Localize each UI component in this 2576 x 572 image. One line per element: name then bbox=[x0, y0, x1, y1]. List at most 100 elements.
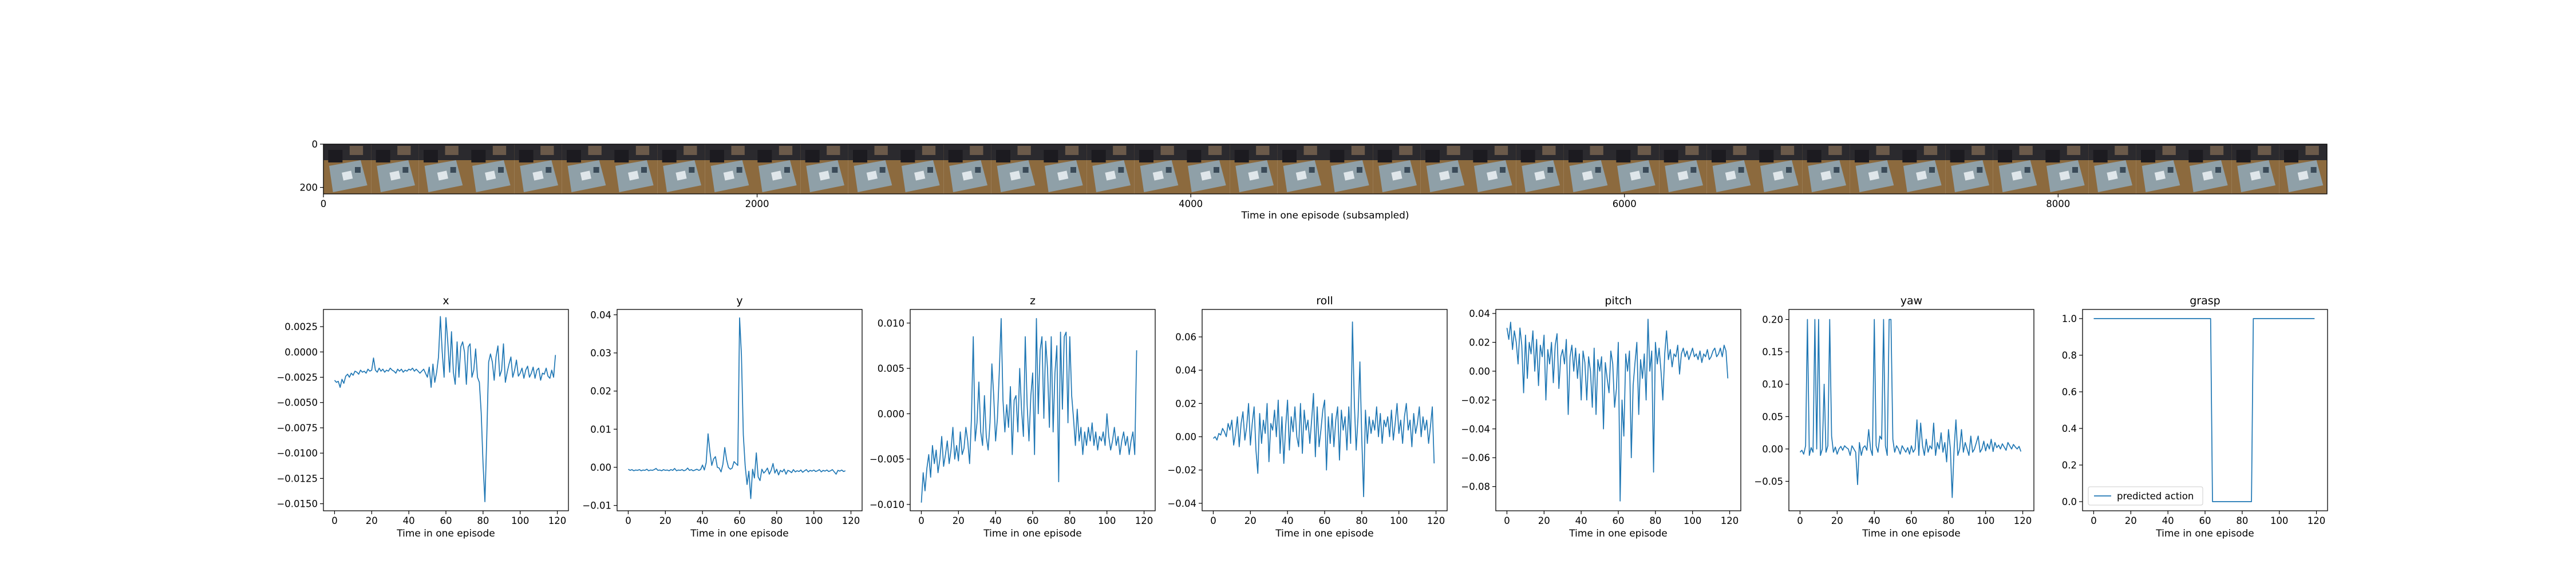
y-tick-label: 0.03 bbox=[590, 348, 611, 359]
y-tick-label: 0.02 bbox=[590, 386, 611, 397]
frame-item bbox=[1391, 170, 1402, 181]
frame-item bbox=[1630, 170, 1641, 181]
frame-object bbox=[1113, 146, 1127, 155]
frame-item bbox=[1534, 170, 1546, 181]
series-line bbox=[2093, 318, 2315, 502]
frame-gripper bbox=[355, 167, 361, 173]
subplot-title: yaw bbox=[1901, 295, 1922, 307]
x-tick-label: 2000 bbox=[745, 198, 769, 209]
image-frame bbox=[562, 144, 610, 194]
image-frame bbox=[1420, 144, 1468, 194]
frame-gripper bbox=[689, 167, 695, 173]
frame-item bbox=[1200, 170, 1212, 181]
x-tick-label: 80 bbox=[1942, 515, 1954, 526]
frame-shadow bbox=[1377, 150, 1392, 162]
frame-object bbox=[1351, 146, 1365, 155]
frame-item bbox=[485, 170, 496, 181]
x-tick-label: 100 bbox=[1390, 515, 1408, 526]
frame-item bbox=[1152, 170, 1164, 181]
image-frame bbox=[1373, 144, 1421, 194]
frame-object bbox=[2162, 146, 2176, 155]
y-tick-label: −0.005 bbox=[870, 454, 904, 465]
x-axis-label: Time in one episode bbox=[396, 528, 495, 539]
image-frame bbox=[848, 144, 896, 194]
frame-object bbox=[2210, 146, 2224, 155]
image-frame bbox=[705, 144, 753, 194]
y-tick-label: −0.08 bbox=[1461, 482, 1490, 492]
y-tick-label: −0.05 bbox=[1754, 476, 1783, 487]
frame-item bbox=[1487, 170, 1498, 181]
frame-object bbox=[397, 146, 411, 155]
subplot-title: y bbox=[736, 295, 742, 307]
image-frame bbox=[1468, 144, 1516, 194]
image-frame bbox=[1659, 144, 1707, 194]
y-tick-label: 0.10 bbox=[1762, 379, 1783, 390]
frame-shadow bbox=[757, 150, 772, 162]
image-frame bbox=[753, 144, 801, 194]
subplot-title: roll bbox=[1316, 295, 1333, 307]
frame-item bbox=[1439, 170, 1450, 181]
image-frame bbox=[2184, 144, 2232, 194]
y-tick-label: −0.0025 bbox=[276, 372, 318, 383]
frame-gripper bbox=[1214, 167, 1219, 173]
frame-object bbox=[922, 146, 936, 155]
frame-shadow bbox=[1759, 150, 1774, 162]
frame-shadow bbox=[948, 150, 963, 162]
frame-gripper bbox=[593, 167, 599, 173]
frame-gripper bbox=[1738, 167, 1744, 173]
frame-gripper bbox=[1643, 167, 1649, 173]
frame-item bbox=[723, 170, 734, 181]
x-tick-label: 120 bbox=[2308, 515, 2326, 526]
x-tick-label: 120 bbox=[2014, 515, 2032, 526]
frame-item bbox=[2059, 170, 2071, 181]
x-tick-label: 8000 bbox=[2046, 198, 2070, 209]
frame-object bbox=[2305, 146, 2319, 155]
frame-object bbox=[683, 146, 697, 155]
frame-gripper bbox=[927, 167, 933, 173]
y-tick-label: 0.00 bbox=[1175, 432, 1196, 443]
x-tick-label: 20 bbox=[659, 515, 671, 526]
frame-gripper bbox=[2072, 167, 2078, 173]
series-line bbox=[1506, 319, 1729, 502]
frame-object bbox=[588, 146, 602, 155]
frame-object bbox=[731, 146, 745, 155]
frame-shadow bbox=[328, 150, 343, 162]
frame-object bbox=[2067, 146, 2081, 155]
subplot-title: grasp bbox=[2190, 295, 2220, 307]
frame-item bbox=[1677, 170, 1689, 181]
y-tick-label: 0.00 bbox=[590, 462, 611, 473]
frame-gripper bbox=[1786, 167, 1792, 173]
x-tick-label: 40 bbox=[990, 515, 1002, 526]
x-tick-label: 100 bbox=[511, 515, 530, 526]
frame-object bbox=[970, 146, 983, 155]
image-frame bbox=[943, 144, 991, 194]
frame-shadow bbox=[1282, 150, 1297, 162]
frame-object bbox=[1399, 146, 1413, 155]
subplot-y: 0 20 40 60 80 100 120 0.04 0.03 0.02 0.01 0.00 −0.01… bbox=[582, 295, 863, 539]
frame-gripper bbox=[832, 167, 838, 173]
frame-gripper bbox=[1309, 167, 1315, 173]
image-frame bbox=[514, 144, 562, 194]
frame-gripper bbox=[2310, 167, 2317, 173]
frame-object bbox=[492, 146, 507, 155]
image-frame bbox=[1277, 144, 1325, 194]
frame-item bbox=[771, 170, 783, 181]
x-tick-label: 120 bbox=[1721, 515, 1739, 526]
x-tick-label: 20 bbox=[366, 515, 378, 526]
image-strip-frame bbox=[323, 144, 2328, 194]
frame-gripper bbox=[1881, 167, 1887, 173]
x-tick-label: 80 bbox=[477, 515, 489, 526]
y-tick-label: 0.15 bbox=[1762, 347, 1783, 357]
frame-item bbox=[2154, 170, 2166, 181]
frame-object bbox=[1017, 146, 1031, 155]
frame-shadow bbox=[1807, 150, 1822, 162]
frame-item bbox=[914, 170, 926, 181]
frame-gripper bbox=[879, 167, 886, 173]
subplot-title: pitch bbox=[1605, 295, 1631, 307]
frame-shadow bbox=[996, 150, 1010, 162]
frame-item bbox=[2250, 170, 2261, 181]
frame-gripper bbox=[1595, 167, 1601, 173]
x-tick-label: 20 bbox=[1538, 515, 1550, 526]
legend-label: predicted action bbox=[2117, 491, 2194, 502]
